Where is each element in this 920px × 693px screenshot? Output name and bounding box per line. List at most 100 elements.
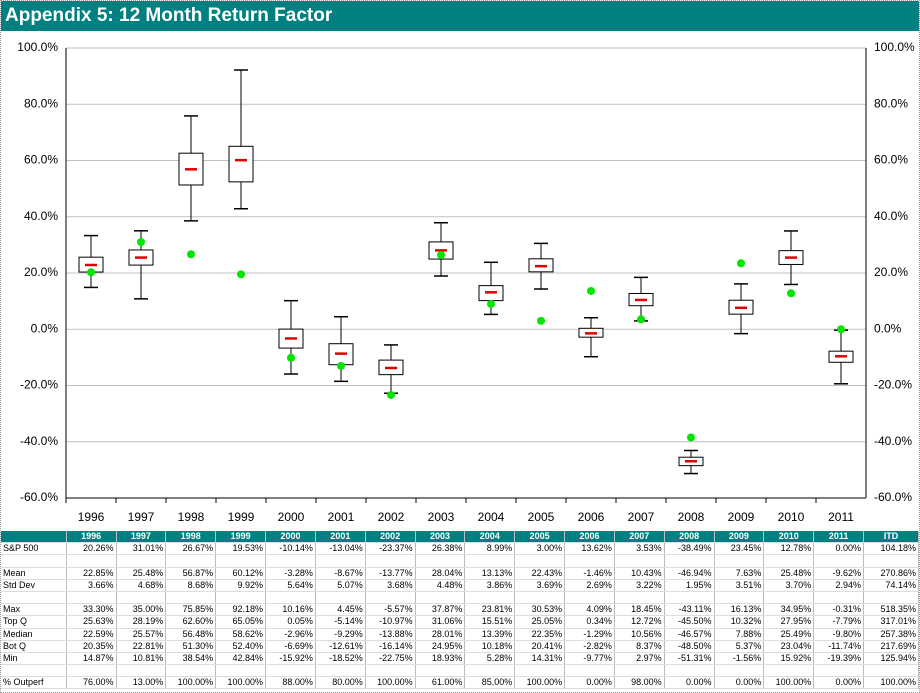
- table-row: 1996 1997 1998 1999 2000 2001 2002 2003 2004 2005…: [1, 531, 919, 544]
- table-cell: 27.95%: [763, 615, 815, 629]
- sp500-point: [537, 316, 545, 325]
- table-cell: 14.87%: [66, 652, 117, 666]
- table-cell: [415, 591, 466, 605]
- table-cell: 10.18%: [464, 640, 516, 653]
- table-row: Std Dev 3.66% 4.68% 8.68% 9.92% 5.64% 5.07% 3.6…: [1, 579, 919, 592]
- table-cell: 15.51%: [464, 615, 516, 629]
- table-cell: 23.45%: [714, 542, 765, 556]
- table-cell: 2006: [564, 531, 615, 544]
- x-tick-label: 2010: [778, 510, 805, 524]
- table-cell: 7.88%: [714, 628, 765, 641]
- table-cell: 2011: [813, 531, 865, 544]
- table-cell: -8.67%: [315, 567, 366, 580]
- table-cell: -13.04%: [315, 542, 366, 556]
- table-cell: 15.92%: [763, 652, 815, 666]
- table-cell: 3.69%: [514, 579, 566, 592]
- table-cell: 0.05%: [265, 615, 316, 629]
- table-cell: -1.46%: [564, 567, 615, 580]
- table-cell: 25.48%: [116, 567, 167, 580]
- table-cell: 31.06%: [415, 615, 466, 629]
- table-cell: -1.29%: [564, 628, 615, 641]
- table-cell: 28.19%: [116, 615, 167, 629]
- table-cell: -9.29%: [315, 628, 366, 641]
- table-cell: 61.00%: [415, 676, 466, 690]
- table-cell: [165, 591, 217, 605]
- table-row: Bot Q 20.35% 22.81% 51.30% 52.40% -6.69% -12.6…: [1, 640, 919, 653]
- table-cell: 4.48%: [415, 579, 466, 592]
- table-cell: [763, 591, 815, 605]
- table-cell: -23.37%: [365, 542, 416, 556]
- y-tick-label: -20.0%: [20, 378, 58, 392]
- sp500-point: [87, 268, 95, 277]
- table-cell: [1, 554, 67, 568]
- x-tick-label: 2001: [328, 510, 355, 524]
- sp500-point: [487, 299, 495, 308]
- table-cell: -2.96%: [265, 628, 316, 641]
- table-cell: [265, 554, 316, 568]
- x-tick-label: 2002: [378, 510, 405, 524]
- table-cell: 1996: [66, 531, 117, 544]
- table-cell: 85.00%: [464, 676, 516, 690]
- table-cell: 12.72%: [614, 615, 665, 629]
- table-cell: [315, 554, 366, 568]
- table-cell: 25.57%: [116, 628, 167, 641]
- table-cell: 100.00%: [863, 676, 919, 690]
- x-tick-label: 1998: [178, 510, 205, 524]
- table-cell: 2002: [365, 531, 416, 544]
- y-tick-label: 60.0%: [24, 153, 58, 167]
- table-cell: 0.00%: [664, 676, 715, 690]
- table-cell: 31.01%: [116, 542, 167, 556]
- table-cell: 38.54%: [165, 652, 217, 666]
- x-tick-label: 2006: [578, 510, 605, 524]
- sp500-point: [287, 353, 295, 362]
- table-cell: [415, 554, 466, 568]
- table-cell: Median: [1, 628, 67, 641]
- table-cell: [514, 664, 566, 678]
- table-cell: [1, 591, 67, 605]
- table-cell: 100.00%: [365, 676, 416, 690]
- table-cell: -1.56%: [714, 652, 765, 666]
- table-cell: -45.50%: [664, 615, 715, 629]
- table-cell: 270.86%: [863, 567, 919, 580]
- table-cell: [863, 591, 919, 605]
- table-cell: 3.53%: [614, 542, 665, 556]
- table-cell: -13.77%: [365, 567, 416, 580]
- table-row: Max 33.30% 35.00% 75.85% 92.18% 10.16% 4.45% -5…: [1, 603, 919, 617]
- table-cell: 76.00%: [66, 676, 117, 690]
- table-cell: [514, 591, 566, 605]
- table-cell: [315, 591, 366, 605]
- table-cell: -0.31%: [813, 603, 865, 617]
- table-cell: 1997: [116, 531, 167, 544]
- table-cell: 37.87%: [415, 603, 466, 617]
- table-cell: 2003: [415, 531, 466, 544]
- table-cell: 2009: [714, 531, 765, 544]
- table-cell: [365, 591, 416, 605]
- y-tick-label: 0.0%: [31, 321, 59, 335]
- table-cell: 2010: [763, 531, 815, 544]
- table-cell: 0.00%: [813, 542, 865, 556]
- table-cell: [66, 664, 117, 678]
- table-row: Min 14.87% 10.81% 38.54% 42.84% -15.92% -18.52…: [1, 652, 919, 666]
- x-tick-label: 2005: [528, 510, 555, 524]
- table-cell: 60.12%: [215, 567, 267, 580]
- table-cell: 28.04%: [415, 567, 466, 580]
- table-cell: 100.00%: [165, 676, 217, 690]
- chart-title: Appendix 5: 12 Month Return Factor: [1, 1, 919, 31]
- y2-tick-label: -60.0%: [874, 490, 912, 504]
- table-cell: 58.62%: [215, 628, 267, 641]
- table-cell: 80.00%: [315, 676, 366, 690]
- table-cell: 13.62%: [564, 542, 615, 556]
- table-cell: [714, 554, 765, 568]
- table-cell: 42.84%: [215, 652, 267, 666]
- table-cell: 4.68%: [116, 579, 167, 592]
- table-cell: 3.51%: [714, 579, 765, 592]
- table-cell: 20.26%: [66, 542, 117, 556]
- sp500-point: [437, 251, 445, 260]
- table-cell: 88.00%: [265, 676, 316, 690]
- table-row: Median 22.59% 25.57% 56.48% 58.62% -2.96% -9.2…: [1, 628, 919, 641]
- table-cell: 100.00%: [763, 676, 815, 690]
- table-cell: 23.04%: [763, 640, 815, 653]
- table-cell: 34.95%: [763, 603, 815, 617]
- table-cell: Bot Q: [1, 640, 67, 653]
- table-row: [1, 554, 919, 568]
